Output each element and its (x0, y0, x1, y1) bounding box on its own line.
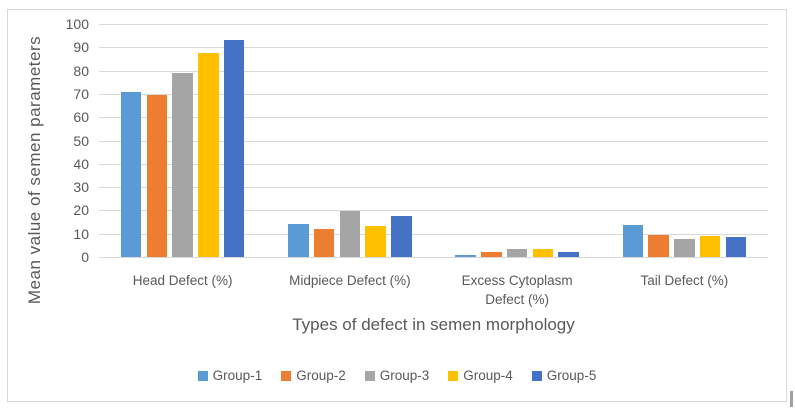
category-label-text: Midpiece Defect (%) (289, 273, 411, 288)
bar-group-2-category-1 (146, 95, 168, 257)
bar-group-3-category-4 (674, 238, 695, 257)
category-label-text: Excess Cytoplasm Defect (%) (461, 273, 573, 307)
y-tick-label: 20 (73, 202, 89, 219)
bar-group-1-category-3 (455, 254, 476, 257)
bar-group-4-category-4 (699, 236, 721, 257)
category-label-text: Head Defect (%) (132, 273, 233, 288)
y-axis-title: Mean value of semen parameters (25, 35, 44, 305)
y-tick-label: 0 (81, 249, 89, 265)
legend-marker-icon (531, 370, 542, 381)
scrollbar-thumb[interactable] (790, 391, 793, 407)
legend-marker-icon (448, 370, 459, 381)
bar-group-3-category-1 (172, 72, 193, 257)
legend-marker-icon (364, 370, 375, 381)
legend-marker-icon (281, 370, 292, 381)
legend-item-group-1: Group-1 (197, 368, 263, 383)
x-axis-category-labels: Head Defect (%) Midpiece Defect (%) Excess… (99, 271, 768, 309)
category-label-text: Tail Defect (%) (640, 273, 729, 288)
bar-group-4-category-2 (365, 225, 386, 257)
y-tick-label: 70 (73, 85, 89, 102)
legend-label: Group-1 (212, 368, 263, 383)
chart-frame: Mean value of semen parameters 0 10 20 30 40… (7, 9, 787, 402)
legend-label: Group-5 (546, 368, 597, 383)
gridline (99, 187, 768, 189)
gridline (99, 93, 768, 95)
bar-group-3-category-2 (339, 210, 361, 257)
y-tick-label: 60 (73, 109, 89, 126)
gridline (99, 24, 768, 25)
bar-group-4-category-1 (198, 53, 219, 257)
bar-group-5-category-3 (558, 252, 579, 257)
gridline (99, 163, 768, 165)
category-label: Tail Defect (%) (601, 271, 768, 309)
bar-group-2-category-3 (481, 252, 502, 257)
y-tick-label: 10 (73, 225, 89, 242)
bar-group-1-category-1 (120, 91, 142, 257)
category-label: Head Defect (%) (99, 271, 266, 309)
plot-area: 0 10 20 30 40 50 60 70 80 90 100 (66, 16, 768, 265)
legend-label: Group-2 (296, 368, 346, 383)
y-tick-label: 30 (73, 179, 89, 196)
gridline (99, 210, 768, 212)
bar-group-3-category-3 (506, 249, 528, 257)
y-tick-label: 90 (73, 39, 89, 56)
gridline (99, 233, 768, 235)
category-label: Excess Cytoplasm Defect (%) (434, 271, 601, 309)
bar-group-1-category-2 (288, 224, 309, 257)
legend-item-group-3: Group-3 (364, 368, 430, 383)
y-tick-label: 50 (73, 132, 89, 149)
legend-item-group-5: Group-5 (531, 368, 597, 383)
legend-marker-icon (197, 370, 208, 381)
bar-group-5-category-1 (223, 40, 245, 257)
bar-group-2-category-2 (313, 228, 335, 257)
gridline (99, 140, 768, 142)
category-label: Midpiece Defect (%) (266, 271, 433, 309)
legend-item-group-4: Group-4 (448, 368, 513, 383)
x-axis-title: Types of defect in semen morphology (292, 315, 575, 334)
legend-label: Group-4 (463, 368, 513, 383)
legend-label: Group-3 (379, 368, 430, 383)
legend: Group-1 Group-2 Group-3 Group-4 Group-5 (8, 368, 786, 383)
bar-group-5-category-2 (391, 216, 412, 257)
gridline (99, 257, 768, 258)
legend-item-group-2: Group-2 (281, 368, 346, 383)
bar-group-2-category-4 (648, 234, 669, 257)
bar-group-5-category-4 (725, 237, 747, 257)
y-tick-label: 80 (73, 62, 89, 79)
y-tick-label: 100 (65, 16, 89, 32)
gridline (99, 70, 768, 72)
bar-group-4-category-3 (532, 249, 554, 257)
y-tick-label: 40 (73, 155, 89, 172)
bar-group-1-category-4 (622, 225, 644, 257)
gridline (99, 117, 768, 119)
gridline (99, 47, 768, 49)
